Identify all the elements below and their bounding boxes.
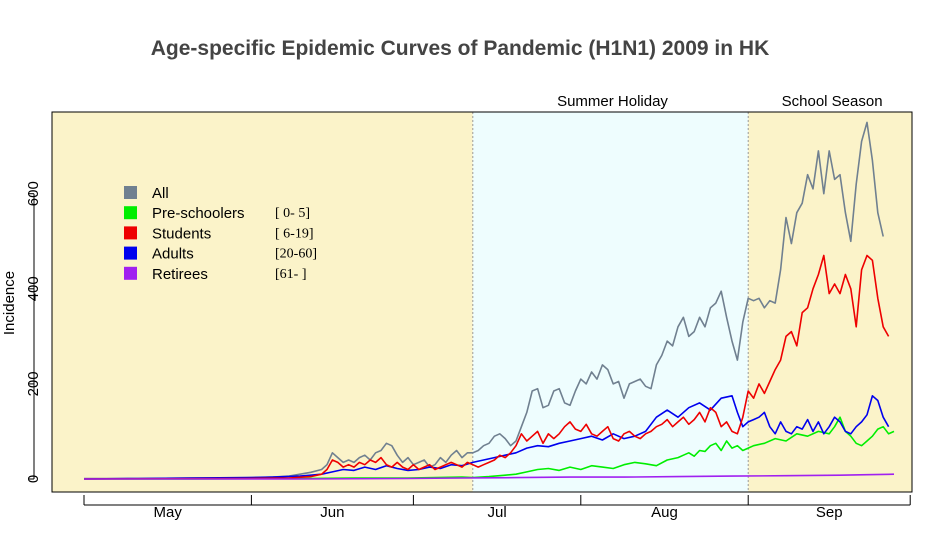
period-band-0 (52, 112, 473, 492)
legend-swatch-all (124, 186, 137, 199)
legend-swatch-retirees (124, 266, 137, 280)
y-axis-label: Incidence (1, 271, 18, 335)
y-tick-label-400: 400 (25, 276, 42, 301)
series-line-retirees (84, 473, 895, 480)
series-lines (83, 121, 895, 480)
legend-range-pre-schoolers: [ 0- 5] (275, 206, 310, 221)
series-line-pre-schoolers (84, 416, 895, 480)
legend-range-adults: [20-60] (275, 247, 317, 262)
series-line-adults (83, 394, 890, 480)
series-line-all (84, 121, 884, 480)
legend-label-adults: Adults (152, 246, 194, 263)
chart-title: Age-specific Epidemic Curves of Pandemic… (151, 37, 770, 60)
legend-range-students: [ 6-19] (275, 226, 314, 241)
series-line-students (83, 254, 890, 480)
period-label-1: Summer Holiday (557, 93, 668, 110)
x-tick-label-may: May (154, 504, 183, 521)
legend-swatch-pre-schoolers (124, 206, 137, 220)
y-tick-label-200: 200 (25, 371, 42, 396)
x-tick-label-jun: Jun (320, 504, 344, 521)
legend-swatch-students (124, 226, 137, 240)
x-tick-label-sep: Sep (816, 504, 843, 521)
y-tick-label-0: 0 (25, 475, 42, 483)
plot-frame (51, 111, 913, 493)
legend-label-pre-schoolers: Pre-schoolers (152, 205, 245, 222)
legend: All Pre-schoolers [ 0- 5] Students [ 6-19] Ad… (124, 185, 317, 283)
period-bands: Summer Holiday School Season (52, 93, 912, 492)
period-band-1 (472, 112, 749, 492)
legend-swatch-adults (124, 246, 137, 260)
legend-label-retirees: Retirees (152, 266, 208, 283)
period-label-2: School Season (782, 93, 883, 110)
axes: 0 200 400 600 May Jun Jul Aug Sep (25, 111, 913, 521)
x-tick-label-jul: Jul (488, 504, 507, 521)
legend-label-all: All (152, 185, 169, 202)
y-tick-label-600: 600 (25, 181, 42, 206)
legend-range-retirees: [61- ] (275, 267, 307, 282)
legend-label-students: Students (152, 225, 211, 242)
x-tick-label-aug: Aug (651, 504, 678, 521)
